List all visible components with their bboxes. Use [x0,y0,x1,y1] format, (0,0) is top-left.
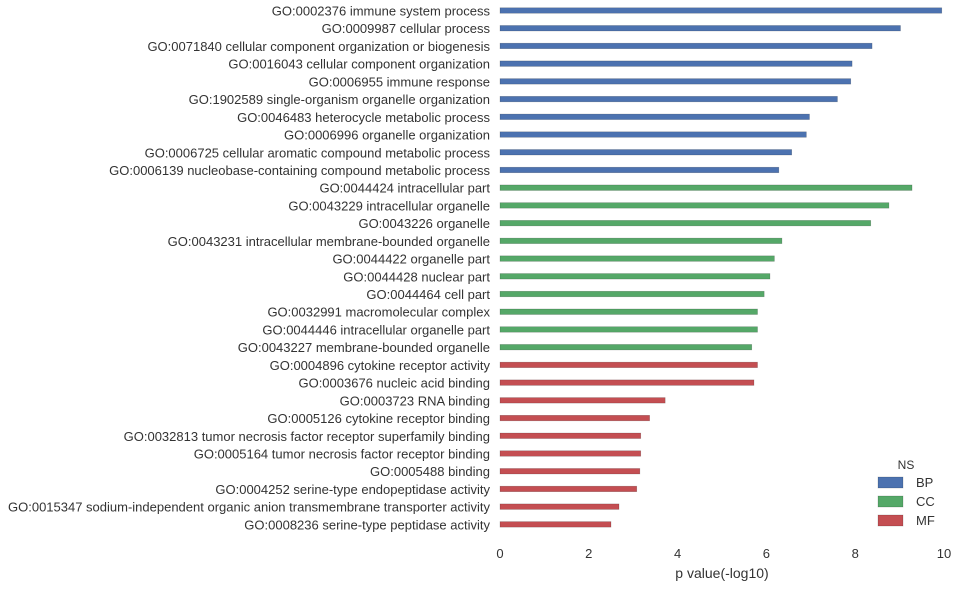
category-label: GO:0005488 binding [370,464,490,479]
x-tick-label: 2 [585,546,592,561]
category-label: GO:0015347 sodium-independent organic an… [8,500,490,515]
bar [499,432,642,439]
category-label: GO:0043226 organelle [358,216,490,231]
bar [499,96,838,103]
bar [499,149,793,156]
category-label: GO:0008236 serine-type peptidase activit… [244,517,490,532]
bar [499,273,771,280]
category-label: GO:0043231 intracellular membrane-bounde… [168,234,490,249]
bar [499,25,901,32]
x-axis-label: p value(-log10) [675,565,768,581]
bar [499,42,873,49]
bar [499,184,913,191]
category-label: GO:0044428 nuclear part [343,269,490,284]
category-label: GO:0016043 cellular component organizati… [228,57,490,72]
bar [499,397,666,404]
bar [499,290,765,298]
legend-label: CC [916,494,935,509]
bar [499,308,758,315]
category-label: GO:0004896 cytokine receptor activity [270,358,491,373]
legend: NS BP CC MF [877,458,935,528]
legend-swatch [877,495,904,508]
category-label: GO:0044446 intracellular organelle part [262,322,490,337]
bar [499,326,758,333]
bar [499,415,650,422]
category-label: GO:0032813 tumor necrosis factor recepto… [124,429,490,444]
category-label: GO:0043227 membrane-bounded organelle [238,340,490,355]
legend-label: BP [916,475,933,490]
category-label: GO:0044424 intracellular part [319,181,490,196]
category-label: GO:0009987 cellular process [322,21,491,36]
category-label: GO:0046483 heterocycle metabolic process [237,110,490,125]
bar [499,60,853,67]
bar [499,255,775,262]
legend-title: NS [898,458,915,472]
bar [499,202,890,209]
category-label: GO:0003676 nucleic acid binding [298,376,490,391]
bar [499,450,642,457]
x-tick-label: 4 [674,546,681,561]
bar [499,220,872,227]
bars-layer [499,7,943,528]
category-label: GO:1902589 single-organism organelle org… [189,92,490,107]
bar [499,503,620,510]
bar [499,113,810,120]
x-tick-label: 10 [937,546,951,561]
category-label: GO:0006725 cellular aromatic compound me… [145,145,491,160]
category-label: GO:0005164 tumor necrosis factor recepto… [194,447,490,462]
x-tick-label: 6 [763,546,770,561]
x-axis-ticks: 0 2 4 6 8 10 [496,546,951,561]
category-label: GO:0006996 organelle organization [284,128,490,143]
bar [499,131,807,138]
bar [499,344,753,351]
bar [499,485,638,492]
bar [499,237,783,244]
category-label: GO:0032991 macromolecular complex [267,305,490,320]
category-label: GO:0044464 cell part [366,287,490,302]
bar [499,468,641,475]
legend-swatch [877,476,904,489]
category-label: GO:0043229 intracellular organelle [288,198,490,213]
category-label: GO:0003723 RNA binding [340,393,490,408]
legend-label: MF [916,513,935,528]
x-tick-label: 8 [852,546,859,561]
category-label: GO:0005126 cytokine receptor binding [267,411,490,426]
bar [499,521,612,528]
x-tick-label: 0 [496,546,503,561]
bar [499,379,755,386]
category-label: GO:0006139 nucleobase-containing compoun… [109,163,490,178]
bar [499,78,852,85]
category-labels: GO:0002376 immune system process GO:00099… [8,4,491,533]
category-label: GO:0044422 organelle part [332,252,490,267]
category-label: GO:0006955 immune response [309,74,490,89]
category-label: GO:0002376 immune system process [272,4,491,19]
category-label: GO:0071840 cellular component organizati… [147,39,490,54]
bar [499,361,758,368]
category-label: GO:0004252 serine-type endopeptidase act… [215,482,490,497]
bar [499,7,943,14]
legend-swatch [877,514,904,527]
bar [499,166,780,174]
